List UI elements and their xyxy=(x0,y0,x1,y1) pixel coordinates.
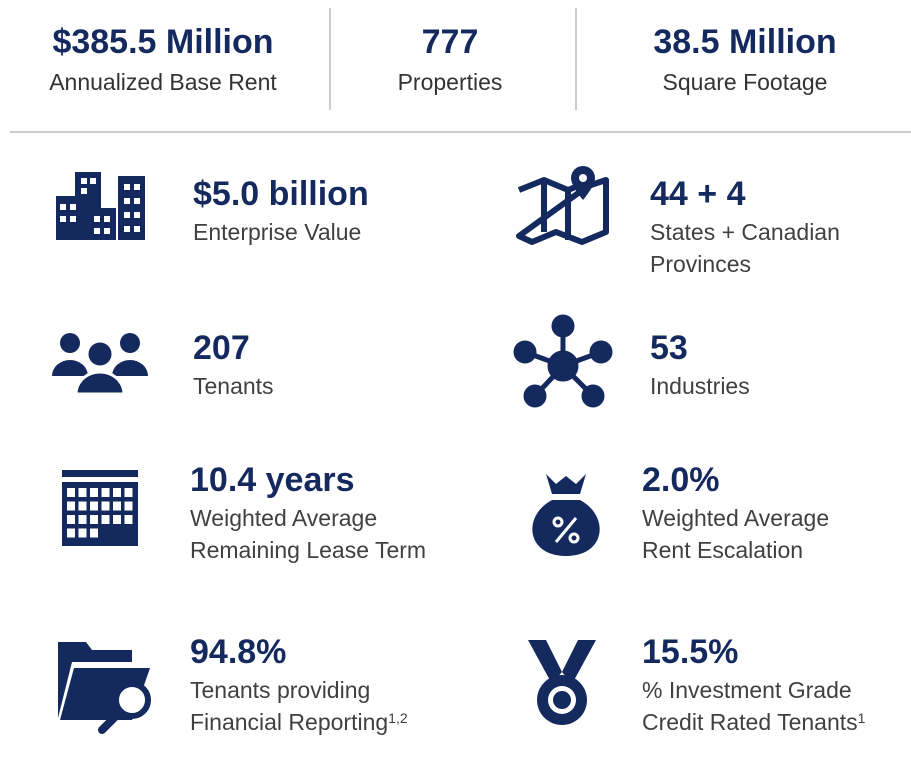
metric-value: 10.4 years xyxy=(190,461,355,499)
network-icon xyxy=(513,314,613,408)
metric-label: Provinces xyxy=(650,251,751,277)
stat-label: Annualized Base Rent xyxy=(49,69,277,95)
metric-label: Weighted Average xyxy=(190,505,378,531)
stat-label: Properties xyxy=(397,69,503,95)
metric-value: 53 xyxy=(650,329,688,367)
stat-label: Square Footage xyxy=(662,69,828,95)
footnote-ref: 1 xyxy=(857,710,866,726)
stat-value: $385.5 Million xyxy=(52,23,274,61)
metric-label: Industries xyxy=(650,373,750,399)
map-icon xyxy=(516,166,609,245)
people-icon xyxy=(52,333,148,396)
metric-label: Financial Reporting1,2 xyxy=(190,709,408,735)
metric-value: $5.0 billion xyxy=(193,175,369,213)
metric-label: Tenants providing xyxy=(190,677,371,703)
metric-label: Tenants xyxy=(193,373,274,399)
stat-value: 38.5 Million xyxy=(653,23,837,61)
metric-value: 15.5% xyxy=(642,633,739,671)
money-bag-icon xyxy=(532,474,600,556)
metric-label: States + Canadian xyxy=(650,219,840,245)
metric-value: 2.0% xyxy=(642,461,720,499)
metric-label: Rent Escalation xyxy=(642,537,804,563)
metric-label: % Investment Grade xyxy=(642,677,852,703)
metric-label: Weighted Average xyxy=(642,505,830,531)
metric-label: Enterprise Value xyxy=(193,219,362,245)
metric-value: 44 + 4 xyxy=(650,175,746,213)
calendar-icon xyxy=(62,470,138,546)
stat-value: 777 xyxy=(421,23,479,61)
footnote-ref: 1,2 xyxy=(388,710,408,726)
folder-search-icon xyxy=(58,642,151,734)
medal-icon xyxy=(528,640,596,725)
metric-value: 207 xyxy=(193,329,250,367)
metric-value: 94.8% xyxy=(190,633,287,671)
buildings-icon xyxy=(56,172,145,240)
metric-label: Credit Rated Tenants1 xyxy=(642,709,866,735)
metric-label: Remaining Lease Term xyxy=(190,537,427,563)
